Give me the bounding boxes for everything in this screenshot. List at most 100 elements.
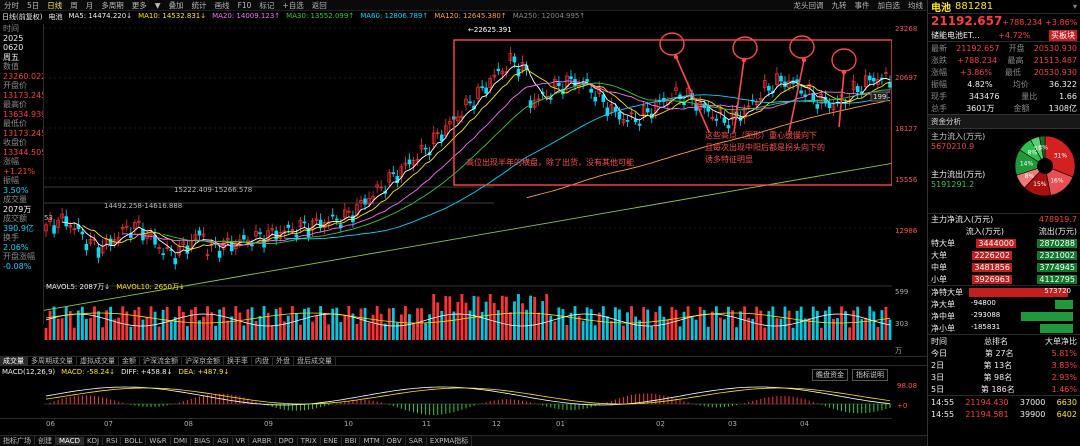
candle: [431, 132, 436, 145]
net-name: 净小单: [931, 323, 955, 333]
candle: [795, 79, 799, 83]
kline-chart[interactable]: 15222.409-15266.578 14492.258-14616.888 53…: [44, 22, 892, 340]
volume-bar: [133, 310, 137, 340]
quote-label: 量比: [1021, 91, 1038, 101]
volume-tab-5[interactable]: 沪深京金额: [182, 356, 224, 366]
ma-line: [82, 68, 891, 250]
indicator-tab-4[interactable]: RSI: [103, 437, 122, 445]
candle: [884, 72, 888, 74]
quote-value: 343476: [968, 91, 1000, 101]
rank-pos: 第 13名: [983, 360, 1012, 371]
volume-tab-3[interactable]: 金额: [119, 356, 140, 366]
volume-tab-0[interactable]: 成交量: [0, 356, 28, 366]
ma-header: 日线(前复权) 电池 MA5: 14474.220↓ MA10: 14532.8…: [0, 12, 927, 22]
toolbar-right-item-2[interactable]: 事件: [854, 0, 870, 10]
toolbar-item-12[interactable]: 标记: [259, 0, 275, 10]
outflow-label: 主力流出(万元): [931, 170, 986, 179]
indicator-tab-2[interactable]: MACD: [56, 437, 84, 445]
toolbar-right-item-1[interactable]: 九转: [831, 0, 847, 10]
volume-bar: [230, 316, 234, 340]
volume-bar: [234, 306, 238, 340]
candle: [674, 87, 678, 91]
toolbar-item-8[interactable]: 叠加: [168, 0, 184, 10]
volume-bar: [504, 296, 508, 340]
toolbar-right-item-3[interactable]: 加自选: [877, 0, 901, 10]
toolbar-right-item-0[interactable]: 龙头回调: [793, 0, 824, 10]
indicator-tab-6[interactable]: W&R: [146, 437, 171, 445]
volume-bar: [68, 310, 72, 340]
candle: [763, 80, 767, 88]
info-value: 13173.245: [3, 90, 43, 100]
toolbar-item-4[interactable]: 月: [85, 0, 94, 10]
toolbar-item-3[interactable]: 周: [70, 0, 78, 10]
volume-bar: [44, 328, 48, 340]
tick-time: 14:55: [931, 397, 955, 407]
quote-row: 最新 21192.657 开盘 20530.930: [928, 42, 1080, 54]
macd-chart[interactable]: [0, 378, 892, 418]
chevron-down-icon[interactable]: ▾: [1072, 2, 1077, 11]
volume-bar: [533, 296, 537, 340]
volume-bar: [771, 306, 775, 340]
toolbar-right-item-4[interactable]: 均线: [908, 0, 923, 10]
volume-tab-2[interactable]: 虚拟成交量: [77, 356, 119, 366]
indicator-tab-14[interactable]: ENE: [321, 437, 342, 445]
indicator-tab-13[interactable]: TRIX: [298, 437, 321, 445]
macd-button-1[interactable]: 指标说明: [852, 369, 888, 381]
rank-pct: 1.46%: [1051, 384, 1077, 394]
toolbar-item-14[interactable]: 返回: [311, 0, 327, 10]
candle: [270, 228, 274, 231]
date-tick: 07: [104, 420, 113, 428]
indicator-tab-12[interactable]: DPO: [276, 437, 298, 445]
net-value: -94800: [971, 298, 996, 307]
candle: [411, 159, 416, 166]
indicator-tab-19[interactable]: EXPMA指标: [427, 436, 473, 446]
indicator-tab-15[interactable]: BBI: [342, 437, 361, 445]
toolbar-item-6[interactable]: 更多: [131, 0, 147, 10]
toolbar-item-5[interactable]: 多周期: [101, 0, 124, 10]
quote-table: 最新 21192.657 开盘 20530.930 涨跌 +788.234 最高 21513.…: [928, 42, 1080, 114]
volume-bar: [827, 306, 831, 340]
volume-bar: [412, 323, 415, 340]
indicator-tab-17[interactable]: OBV: [384, 437, 406, 445]
indicator-tab-3[interactable]: KDJ: [84, 437, 104, 445]
related-sector[interactable]: 储能电池ET...: [931, 31, 980, 40]
volume-tab-1[interactable]: 多周期成交量: [28, 356, 77, 366]
flow-header-cell: 流出(万元): [1038, 226, 1077, 236]
toolbar-item-10[interactable]: 画线: [214, 0, 230, 10]
rank-pos: 第 27名: [985, 348, 1014, 359]
toolbar-item-7[interactable]: ▼: [154, 0, 161, 10]
volume-tab-7[interactable]: 内盘: [252, 356, 273, 366]
toolbar-item-9[interactable]: 统计: [191, 0, 207, 10]
indicator-tab-7[interactable]: DMI: [171, 437, 192, 445]
indicator-tab-18[interactable]: SAR: [406, 437, 427, 445]
indicator-tab-10[interactable]: VR: [233, 437, 250, 445]
volume-bar: [117, 317, 121, 340]
candle: [520, 62, 525, 71]
toolbar-item-2[interactable]: 日线: [47, 0, 63, 10]
indicator-tab-16[interactable]: MTM: [360, 437, 384, 445]
indicator-tab-5[interactable]: BOLL: [121, 437, 147, 445]
indicator-tab-0[interactable]: 指标广场: [0, 436, 35, 446]
volume-bar: [819, 327, 823, 340]
toolbar-item-11[interactable]: F10: [237, 0, 252, 10]
macd-button-0[interactable]: 瞻盘资金: [812, 369, 848, 381]
indicator-tab-8[interactable]: BIAS: [191, 437, 215, 445]
indicator-tab-9[interactable]: ASI: [214, 437, 233, 445]
candle: [746, 105, 751, 108]
indicator-tab-1[interactable]: 创建: [35, 436, 56, 446]
volume-bar: [456, 301, 460, 340]
quote-row: 现手 343476 量比 1.66: [928, 90, 1080, 102]
toolbar-item-0[interactable]: 分时: [4, 0, 19, 10]
volume-tab-8[interactable]: 外盘: [273, 356, 294, 366]
volume-tab-4[interactable]: 沪深流金额: [140, 356, 182, 366]
buy-sector-button[interactable]: 买板块: [1049, 30, 1077, 41]
volume-bar: [848, 327, 852, 340]
toolbar-item-13[interactable]: +自选: [282, 0, 304, 10]
volume-tab-6[interactable]: 换手率: [224, 356, 252, 366]
info-label: 收盘价: [3, 138, 27, 147]
info-value: 390.9亿: [3, 223, 34, 233]
indicator-tab-11[interactable]: ARBR: [249, 437, 276, 445]
volume-tab-9[interactable]: 盘后成交量: [294, 356, 336, 366]
toolbar-item-1[interactable]: 5日: [27, 0, 40, 10]
volume-bar: [105, 310, 109, 340]
